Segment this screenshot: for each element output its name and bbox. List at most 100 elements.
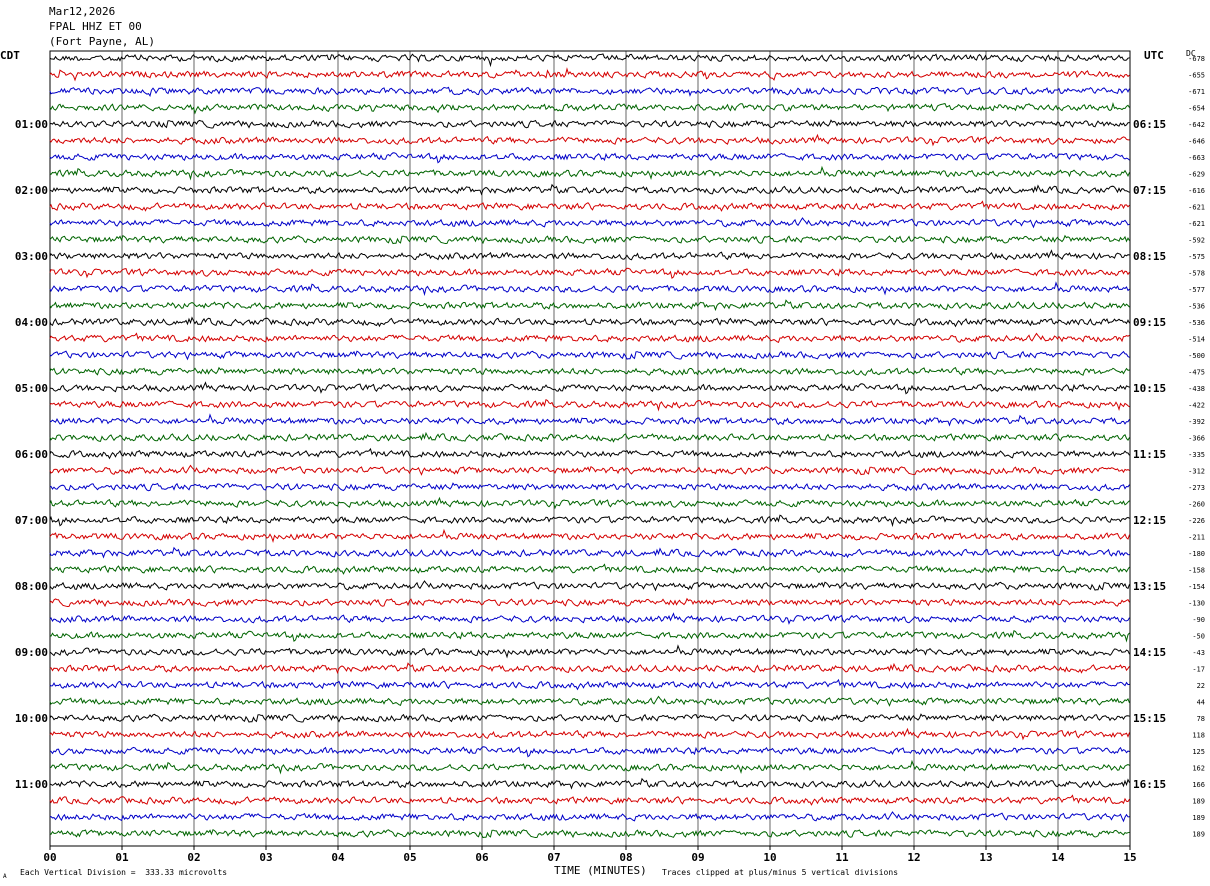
trace-line xyxy=(49,152,1130,164)
dc-offset-label: -616 xyxy=(1188,187,1205,195)
dc-offset-label: 189 xyxy=(1192,798,1205,806)
dc-offset-label: -312 xyxy=(1188,468,1205,476)
clip-note: Traces clipped at plus/minus 5 vertical … xyxy=(662,868,899,877)
dc-offset-label: 22 xyxy=(1197,682,1205,690)
right-hour-label: 14:15 xyxy=(1133,646,1166,659)
trace-line xyxy=(49,482,1130,492)
trace-line xyxy=(49,102,1130,115)
dc-offset-label: -655 xyxy=(1188,72,1205,80)
x-tick-label: 01 xyxy=(115,851,129,864)
trace-line xyxy=(49,811,1130,823)
dc-offset-label: -536 xyxy=(1188,303,1205,311)
trace-line xyxy=(49,727,1130,741)
dc-offset-label: -273 xyxy=(1188,484,1205,492)
trace-line xyxy=(49,366,1130,376)
dc-offset-label: -335 xyxy=(1188,451,1205,459)
trace-line xyxy=(49,644,1130,659)
trace-line xyxy=(49,267,1130,279)
trace-line xyxy=(49,447,1130,460)
left-hour-label: 05:00 xyxy=(15,382,48,395)
dc-offset-label: -50 xyxy=(1192,633,1205,641)
trace-line xyxy=(49,119,1130,129)
left-hour-label: 11:00 xyxy=(15,778,48,791)
left-hour-label: 10:00 xyxy=(15,712,48,725)
dc-offset-label: -475 xyxy=(1188,369,1205,377)
x-tick-label: 06 xyxy=(475,851,489,864)
dc-offset-label: 118 xyxy=(1192,732,1205,740)
dc-offset-label: -500 xyxy=(1188,352,1205,360)
x-tick-label: 07 xyxy=(547,851,560,864)
dc-offset-label: -671 xyxy=(1188,88,1205,96)
right-hour-label: 09:15 xyxy=(1133,316,1166,329)
trace-line xyxy=(49,496,1130,510)
dc-offset-label: -422 xyxy=(1188,402,1205,410)
trace-line xyxy=(49,133,1130,147)
right-hour-label: 16:15 xyxy=(1133,778,1166,791)
dc-offset-label: -226 xyxy=(1188,517,1205,525)
right-hour-label: 11:15 xyxy=(1133,448,1166,461)
left-hour-label: 08:00 xyxy=(15,580,48,593)
header-location: (Fort Payne, AL) xyxy=(49,35,155,48)
trace-line xyxy=(49,678,1130,691)
trace-line xyxy=(49,597,1130,608)
left-hour-label: 02:00 xyxy=(15,184,48,197)
dc-offset-label: -514 xyxy=(1188,336,1205,344)
dc-offset-label: -621 xyxy=(1188,220,1205,228)
trace-line xyxy=(49,464,1130,476)
right-hour-label: 10:15 xyxy=(1133,382,1166,395)
trace-line xyxy=(49,695,1130,707)
x-tick-label: 00 xyxy=(43,851,56,864)
x-tick-label: 13 xyxy=(979,851,992,864)
trace-line xyxy=(49,165,1130,181)
left-hour-label: 03:00 xyxy=(15,250,48,263)
dc-label: DC xyxy=(1186,49,1196,58)
trace-line xyxy=(49,629,1130,643)
trace-line xyxy=(49,86,1130,97)
trace-line xyxy=(49,746,1130,758)
x-tick-label: 15 xyxy=(1123,851,1136,864)
right-hour-label: 12:15 xyxy=(1133,514,1166,527)
trace-line xyxy=(49,381,1130,395)
x-tick-label: 02 xyxy=(187,851,200,864)
x-tick-label: 05 xyxy=(403,851,416,864)
dc-offset-label: -575 xyxy=(1188,253,1205,261)
dc-offset-label: -392 xyxy=(1188,418,1205,426)
dc-offset-label: -154 xyxy=(1188,583,1205,591)
dc-offset-label: -17 xyxy=(1192,666,1205,674)
trace-line xyxy=(49,794,1130,806)
trace-line xyxy=(49,234,1130,245)
trace-line xyxy=(49,546,1130,559)
trace-line xyxy=(49,249,1130,261)
trace-line xyxy=(49,413,1130,427)
left-hour-label: 07:00 xyxy=(15,514,48,527)
x-tick-label: 11 xyxy=(835,851,849,864)
trace-line xyxy=(49,662,1130,675)
dc-offset-label: -43 xyxy=(1192,649,1205,657)
right-hour-label: 07:15 xyxy=(1133,184,1166,197)
dc-offset-label: -646 xyxy=(1188,138,1205,146)
dc-offset-label: -577 xyxy=(1188,286,1205,294)
left-hour-label: 01:00 xyxy=(15,118,48,131)
dc-offset-label: 125 xyxy=(1192,748,1205,756)
trace-line xyxy=(49,528,1130,544)
corner-mark: A xyxy=(3,873,7,880)
right-hour-label: 13:15 xyxy=(1133,580,1166,593)
trace-line xyxy=(49,299,1130,312)
left-hour-label: 09:00 xyxy=(15,646,48,659)
dc-offset-label: -180 xyxy=(1188,550,1205,558)
trace-line xyxy=(49,200,1130,212)
header-station: FPAL HHZ ET 00 xyxy=(49,20,142,33)
right-hour-label: 06:15 xyxy=(1133,118,1166,131)
trace-line xyxy=(49,580,1130,592)
trace-line xyxy=(49,316,1130,328)
dc-offset-label: 189 xyxy=(1192,831,1205,839)
dc-offset-label: 44 xyxy=(1197,699,1205,707)
dc-offset-label: -578 xyxy=(1188,270,1205,278)
x-tick-label: 14 xyxy=(1051,851,1065,864)
dc-offset-label: -211 xyxy=(1188,534,1205,542)
dc-offset-label: 78 xyxy=(1197,715,1205,723)
dc-offset-label: 189 xyxy=(1192,814,1205,822)
header-date: Mar12,2026 xyxy=(49,5,116,18)
trace-line xyxy=(49,398,1130,412)
